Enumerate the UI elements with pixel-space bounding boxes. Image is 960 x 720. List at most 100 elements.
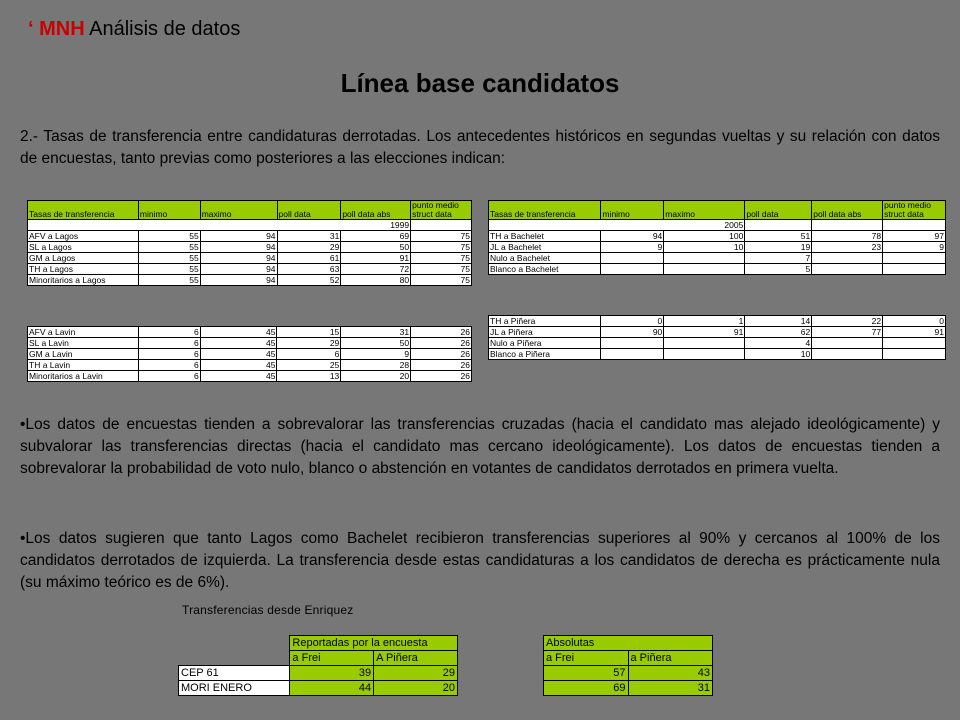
column-header: poll data [276,200,342,220]
column-header: poll data abs [811,200,884,220]
row-label: Nulo a Piñera [487,337,602,349]
value-cell: 22 [811,315,884,327]
value-cell: 75 [410,230,472,242]
value-cell: 29 [276,337,342,349]
row-label: AFV a Lavin [27,326,139,338]
value-cell: 69 [543,680,629,696]
row-label: TH a Bachelet [487,230,602,242]
value-cell [663,348,746,360]
value-cell: 7 [744,252,813,264]
table-row: SL a Lavin 6 45 29 50 26 [27,337,472,349]
value-cell: 94 [199,252,278,264]
value-cell: 23 [811,241,884,253]
table-row: GM a Lagos 55 94 61 91 75 [27,252,472,264]
value-cell: 77 [811,326,884,338]
value-cell [663,263,746,275]
value-cell: 39 [289,665,375,681]
table-row: AFV a Lagos 55 94 31 69 75 [27,230,472,242]
value-cell: 45 [199,348,278,360]
value-cell [600,263,665,275]
value-cell: 94 [199,274,278,286]
table-row: GM a Lavin 6 45 6 9 26 [27,348,472,360]
value-cell: 6 [137,348,201,360]
col-frei: a Frei [289,650,375,666]
value-cell: 26 [410,359,472,371]
row-label: Minoritarios a Lagos [27,274,139,286]
value-cell: 91 [663,326,746,338]
table-row: Blanco a Piñera 10 [487,348,946,360]
column-header: punto medio struct data [410,200,472,220]
table-row: JL a Bachelet 9 10 19 23 9 [487,241,946,253]
value-cell: 4 [744,337,813,349]
value-cell: 0 [882,315,946,327]
column-header: poll data abs [340,200,412,220]
column-header: punto medio struct data [882,200,946,220]
row-label: SL a Lavin [27,337,139,349]
row-label: Blanco a Bachelet [487,263,602,275]
column-header: minimo [137,200,201,220]
value-cell [600,348,665,360]
value-cell: 6 [137,326,201,338]
value-cell: 9 [340,348,412,360]
row-label: JL a Piñera [487,326,602,338]
value-cell: 26 [410,348,472,360]
row-label: GM a Lavin [27,348,139,360]
table-row: SL a Lagos 55 94 29 50 75 [27,241,472,253]
value-cell: 78 [811,230,884,242]
row-label: CEP 61 [177,665,291,681]
value-cell: 29 [373,665,458,681]
value-cell: 26 [410,337,472,349]
value-cell: 31 [276,230,342,242]
value-cell: 72 [340,263,412,275]
value-cell: 9 [600,241,665,253]
value-cell: 69 [340,230,412,242]
bullet-1: •Los datos de encuestas tienden a sobrev… [20,416,940,477]
value-cell: 13 [276,370,342,382]
value-cell [882,348,946,360]
value-cell [811,263,884,275]
value-cell: 55 [137,252,201,264]
value-cell: 94 [199,263,278,275]
value-cell: 91 [340,252,412,264]
value-cell [663,252,746,264]
value-cell [882,263,946,275]
value-cell: 80 [340,274,412,286]
value-cell: 94 [199,241,278,253]
bullet-2: •Los datos sugieren que tanto Lagos como… [20,530,940,591]
row-label: GM a Lagos [27,252,139,264]
value-cell [882,252,946,264]
row-label: Minoritarios a Lavin [27,370,139,382]
value-cell: 94 [199,230,278,242]
col-frei: a Frei [543,650,629,666]
header-subtitle: Análisis de datos [89,18,241,40]
table-row: TH a Lagos 55 94 63 72 75 [27,263,472,275]
value-cell: 5 [744,263,813,275]
value-cell: 75 [410,274,472,286]
table-row: TH a Piñera 0 1 14 22 0 [487,315,946,327]
value-cell: 31 [627,680,713,696]
transfer-table-2005-pinera: TH a Piñera 0 1 14 22 0 JL a Piñera 90 91 62 77 91 N… [487,315,946,360]
value-cell: 26 [410,370,472,382]
value-cell [600,252,665,264]
value-cell: 63 [276,263,342,275]
year-cell: 2005 [487,219,746,231]
transfer-table-2005: Tasas de transferencia minimo maximo poll d… [487,200,946,275]
value-cell: 0 [600,315,665,327]
column-header: maximo [199,200,278,220]
value-cell: 75 [410,252,472,264]
col-pinera: a Piñera [627,650,713,666]
row-label: AFV a Lagos [27,230,139,242]
column-header: Tasas de transferencia [487,200,602,220]
value-cell: 62 [744,326,813,338]
header-mark: ‘ [28,18,34,40]
value-cell: 43 [627,665,713,681]
value-cell: 15 [276,326,342,338]
row-label: Blanco a Piñera [487,348,602,360]
table-row: Nulo a Piñera 4 [487,337,946,349]
value-cell [663,337,746,349]
value-cell: 75 [410,263,472,275]
value-cell: 28 [340,359,412,371]
value-cell [882,337,946,349]
value-cell [600,337,665,349]
absolute-header: Absolutas [543,635,713,651]
